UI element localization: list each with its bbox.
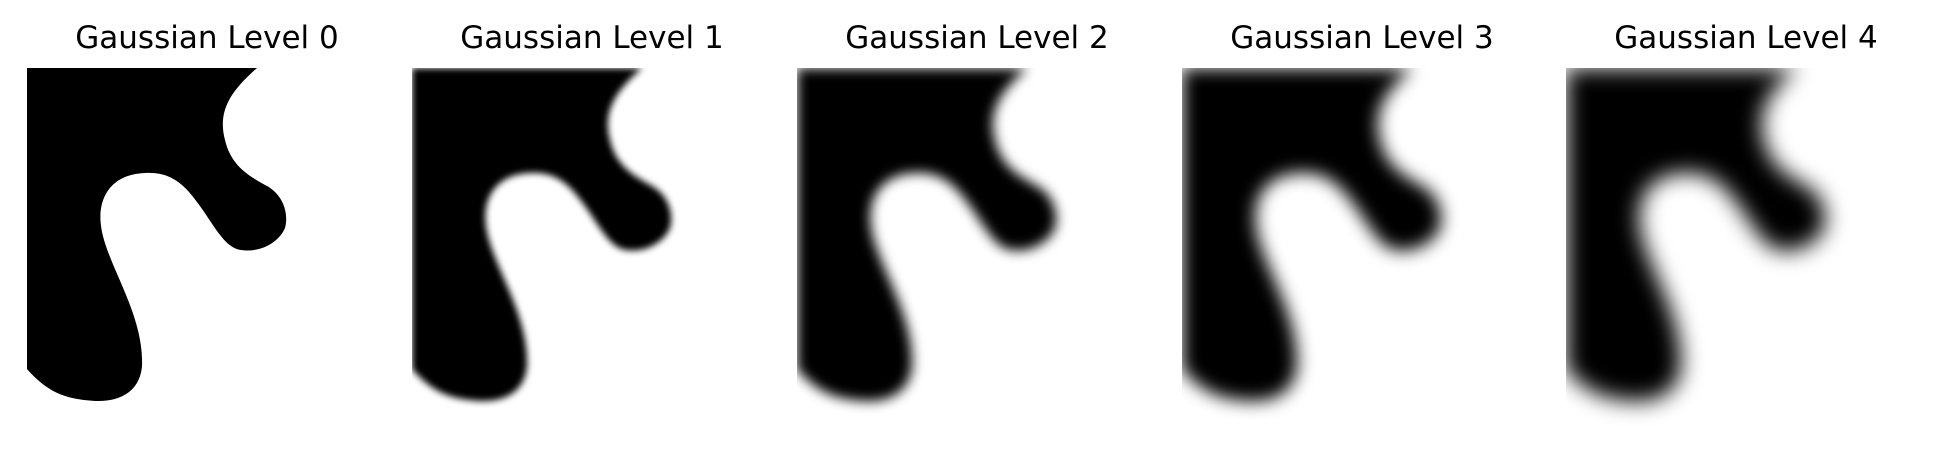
pyramid-panel-level-3: Gaussian Level 3 (1182, 0, 1542, 464)
blob-image-level-0 (27, 68, 387, 426)
blob-image-level-4 (1566, 68, 1926, 426)
pyramid-panel-level-1: Gaussian Level 1 (412, 0, 772, 464)
blob-image-level-2 (797, 68, 1157, 426)
blob-image-level-3 (1182, 68, 1542, 426)
panel-title: Gaussian Level 0 (27, 20, 387, 56)
pyramid-panel-level-4: Gaussian Level 4 (1566, 0, 1926, 464)
blob-image-level-1 (412, 68, 772, 426)
panel-title: Gaussian Level 3 (1182, 20, 1542, 56)
pyramid-panel-level-2: Gaussian Level 2 (797, 0, 1157, 464)
panel-title: Gaussian Level 1 (412, 20, 772, 56)
panel-title: Gaussian Level 2 (797, 20, 1157, 56)
pyramid-panel-level-0: Gaussian Level 0 (27, 0, 387, 464)
panel-title: Gaussian Level 4 (1566, 20, 1926, 56)
